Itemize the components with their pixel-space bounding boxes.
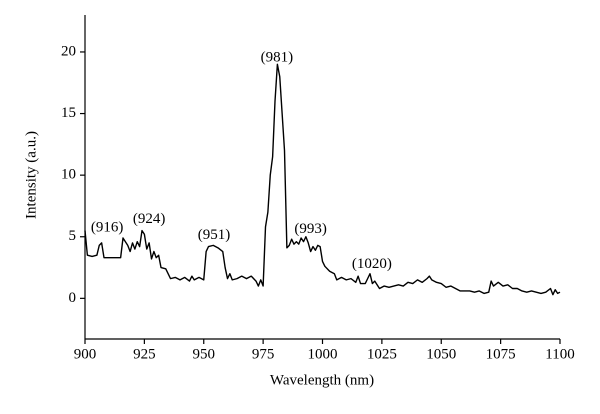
peak-annotation: (916) xyxy=(91,220,124,236)
x-tick-label: 1100 xyxy=(545,346,574,362)
x-tick-label: 950 xyxy=(193,346,216,362)
y-tick-label: 10 xyxy=(61,167,76,183)
x-tick-label: 1075 xyxy=(486,346,516,362)
peak-annotation: (924) xyxy=(133,211,166,227)
x-axis-label: Wavelength (nm) xyxy=(270,372,374,388)
x-tick-label: 1000 xyxy=(308,346,338,362)
x-tick-label: 1025 xyxy=(367,346,397,362)
y-tick-label: 5 xyxy=(69,228,77,244)
x-tick-label: 900 xyxy=(74,346,97,362)
y-tick-label: 0 xyxy=(69,290,77,306)
peak-annotation: (951) xyxy=(198,227,231,243)
y-tick-label: 15 xyxy=(61,105,76,121)
x-tick-label: 925 xyxy=(133,346,156,362)
x-tick-label: 1050 xyxy=(426,346,456,362)
spectrum-line xyxy=(84,63,561,296)
y-tick-label: 20 xyxy=(61,43,76,59)
peak-annotation: (1020) xyxy=(352,256,392,272)
peak-annotation: (981) xyxy=(261,50,294,66)
peak-annotation: (993) xyxy=(294,221,327,237)
x-tick-label: 975 xyxy=(252,346,275,362)
y-axis-label: Intensity (a.u.) xyxy=(23,131,39,219)
